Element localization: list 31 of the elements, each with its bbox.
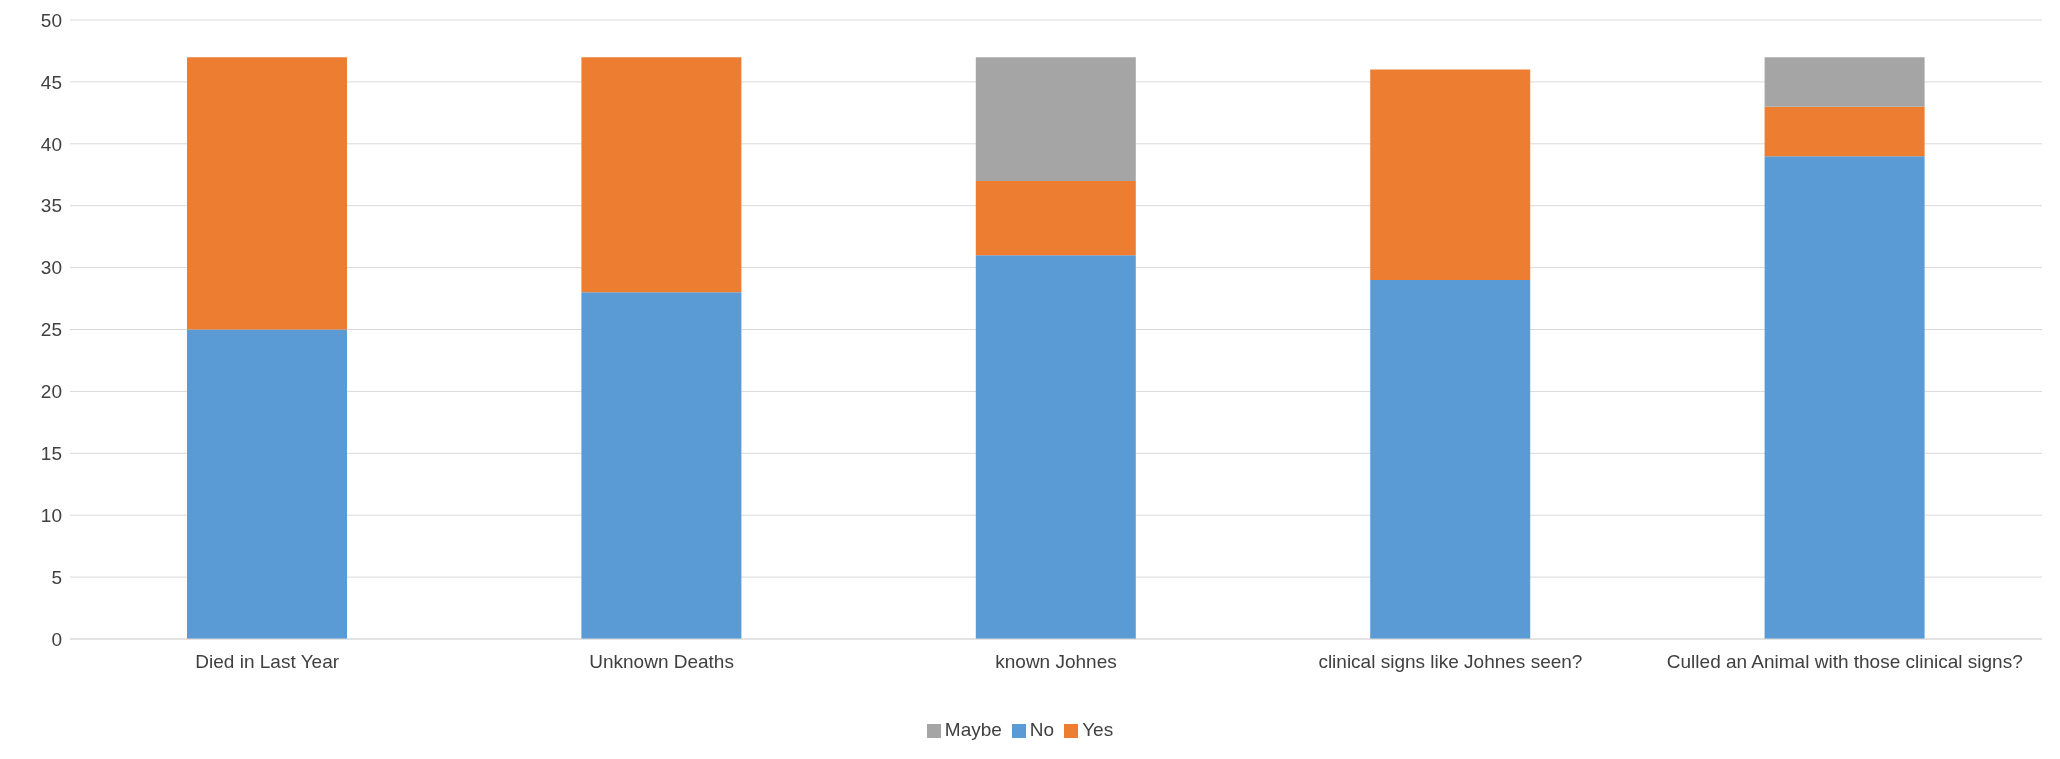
legend-label: Maybe: [944, 719, 1002, 740]
y-tick-label: 0: [51, 628, 62, 650]
legend-label: Yes: [1082, 719, 1114, 740]
y-tick-label: 35: [40, 195, 62, 217]
y-tick-label: 50: [40, 9, 62, 31]
bar: [1370, 69, 1531, 280]
x-tick-label: Culled an Animal with those clinical signs?: [1666, 651, 2023, 673]
bar: [975, 57, 1136, 181]
x-tick-label: Died in Last Year: [195, 651, 340, 673]
y-tick-label: 25: [40, 319, 62, 341]
bar: [1764, 106, 1925, 157]
y-tick-label: 45: [40, 71, 62, 93]
y-tick-label: 20: [40, 381, 62, 403]
y-tick-label: 40: [40, 133, 62, 155]
y-tick-label: 10: [40, 504, 62, 526]
bar: [975, 180, 1136, 256]
bar: [1764, 57, 1925, 107]
bar: [581, 57, 742, 293]
legend-label: No: [1029, 719, 1055, 740]
x-tick-label: known Johnes: [995, 651, 1117, 673]
y-tick-label: 15: [40, 443, 62, 465]
y-tick-label: 30: [40, 257, 62, 279]
bar: [1370, 279, 1531, 639]
x-tick-label: Unknown Deaths: [589, 651, 734, 673]
bar: [1764, 156, 1925, 639]
bar: [187, 329, 347, 639]
bar: [581, 292, 742, 639]
y-tick-label: 5: [51, 566, 62, 588]
bar: [975, 255, 1136, 639]
x-tick-label: clinical signs like Johnes seen?: [1318, 651, 1583, 673]
bar: [187, 57, 347, 330]
